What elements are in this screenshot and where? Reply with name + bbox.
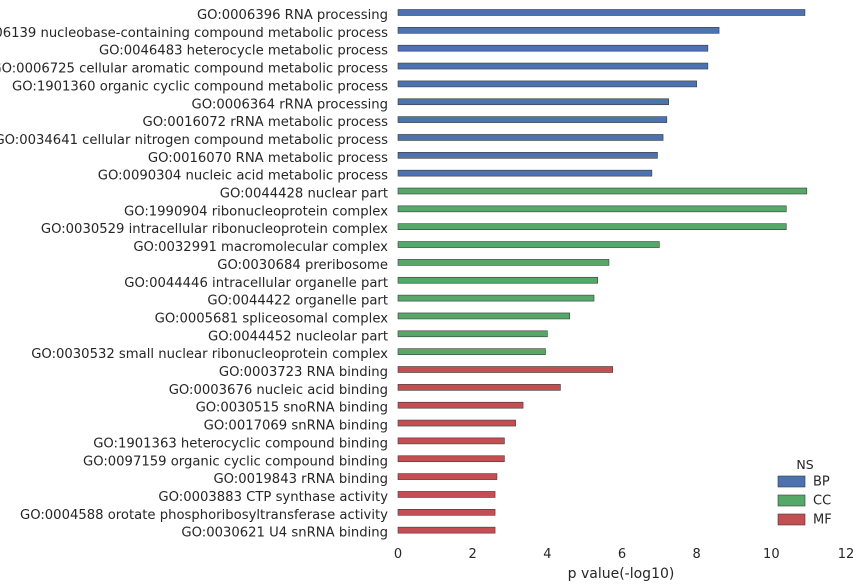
legend-label-bp: BP <box>813 475 830 490</box>
bar-mf <box>397 455 505 463</box>
y-tick-label: GO:0097159 organic cyclic compound bindi… <box>83 454 388 469</box>
x-tick-label: 10 <box>763 547 780 562</box>
legend-label-cc: CC <box>813 494 831 509</box>
bar-mf <box>397 366 613 373</box>
y-tick-label: GO:0016070 RNA metabolic process <box>148 151 388 166</box>
y-tick-label: GO:0046483 heterocycle metabolic process <box>99 44 388 59</box>
x-tick-label: 6 <box>618 547 626 562</box>
bar-bp <box>397 44 709 52</box>
y-tick-label: GO:1990904 ribonucleoprotein complex <box>124 204 388 219</box>
legend-swatch-mf <box>777 513 806 526</box>
y-tick-label: GO:1901360 organic cyclic compound metab… <box>12 79 388 94</box>
bar-cc <box>397 205 787 213</box>
bar-mf <box>397 437 505 445</box>
bar-cc <box>397 223 787 230</box>
y-tick-label: GO:0030621 U4 snRNA binding <box>181 526 388 541</box>
y-tick-label: GO:0030515 snoRNA binding <box>196 401 388 416</box>
y-tick-labels: GO:0006396 RNA processing GO:0006139 nucl… <box>0 8 388 541</box>
y-tick-label: GO:0016072 rRNA metabolic process <box>143 115 389 130</box>
bar-bp <box>397 98 669 106</box>
bar-cc <box>397 276 599 284</box>
y-tick-label: GO:0006725 cellular aromatic compound me… <box>0 62 388 77</box>
y-tick-label: GO:0017069 snRNA binding <box>204 419 388 434</box>
bar-bp <box>397 62 709 70</box>
x-tick-label: 0 <box>394 547 402 562</box>
legend-swatch-bp <box>777 475 806 488</box>
y-tick-label: GO:0032991 macromolecular complex <box>133 240 388 255</box>
y-tick-label: GO:1901363 heterocyclic compound binding <box>93 436 388 451</box>
y-tick-label: GO:0044428 nuclear part <box>220 187 388 202</box>
bar-mf <box>397 401 524 409</box>
y-tick-label: GO:0030532 small nuclear ribonucleoprote… <box>31 347 388 362</box>
bar-mf <box>397 419 516 427</box>
y-tick-label: GO:0044452 nucleolar part <box>208 329 388 344</box>
y-tick-label: GO:0003723 RNA binding <box>219 365 388 380</box>
bar-mf <box>397 508 496 516</box>
legend-title: NS <box>796 457 813 472</box>
bar-cc <box>397 241 660 248</box>
y-tick-label: GO:0005681 spliceosomal complex <box>155 311 389 326</box>
y-tick-label: GO:0006139 nucleobase-containing compoun… <box>0 26 388 41</box>
y-tick-label: GO:0030684 preribosome <box>217 258 388 273</box>
bar-bp <box>397 134 664 141</box>
y-tick-label: GO:0019843 rRNA binding <box>213 472 388 487</box>
legend[interactable]: NS BP CC MF <box>777 457 832 528</box>
y-tick-label: GO:0004588 orotate phosphoribosyltransfe… <box>20 508 388 523</box>
bar-cc <box>397 312 571 320</box>
x-tick-label: 12 <box>838 547 855 562</box>
bar-bp <box>397 27 720 34</box>
x-tick-labels: 0 2 4 6 8 10 12 <box>394 547 854 562</box>
bar-bp <box>397 9 806 16</box>
y-tick-label: GO:0030529 intracellular ribonucleoprote… <box>41 222 388 237</box>
bar-mf <box>397 526 496 534</box>
bar-mf <box>397 473 498 480</box>
y-tick-label: GO:0003883 CTP synthase activity <box>158 490 388 505</box>
bar-cc <box>397 187 808 195</box>
y-tick-label: GO:0003676 nucleic acid binding <box>169 383 388 398</box>
bar-bp <box>397 80 697 88</box>
legend-swatch-cc <box>777 494 806 507</box>
y-tick-label: GO:0044446 intracellular organelle part <box>124 276 388 291</box>
legend-entries: BP CC MF <box>777 475 832 528</box>
bar-cc <box>397 348 546 355</box>
bar-bp <box>397 169 653 177</box>
bars-layer <box>397 9 808 534</box>
x-tick-label: 2 <box>469 547 477 562</box>
y-tick-label: GO:0006396 RNA processing <box>197 8 388 23</box>
x-axis-label: p value(-log10) <box>568 566 675 582</box>
bar-mf <box>397 491 496 498</box>
x-tick-label: 8 <box>693 547 701 562</box>
bar-bp <box>397 152 658 159</box>
bar-mf <box>397 384 561 391</box>
y-tick-label: GO:0006364 rRNA processing <box>192 97 388 112</box>
y-tick-label: GO:0090304 nucleic acid metabolic proces… <box>98 169 388 184</box>
bar-cc <box>397 294 595 302</box>
bar-bp <box>397 116 668 123</box>
bar-cc <box>397 330 548 338</box>
x-tick-label: 4 <box>543 547 551 562</box>
legend-label-mf: MF <box>813 513 832 528</box>
bar-cc <box>397 259 610 266</box>
y-tick-label: GO:0044422 organelle part <box>207 294 388 309</box>
y-tick-label: GO:0034641 cellular nitrogen compound me… <box>0 133 388 148</box>
